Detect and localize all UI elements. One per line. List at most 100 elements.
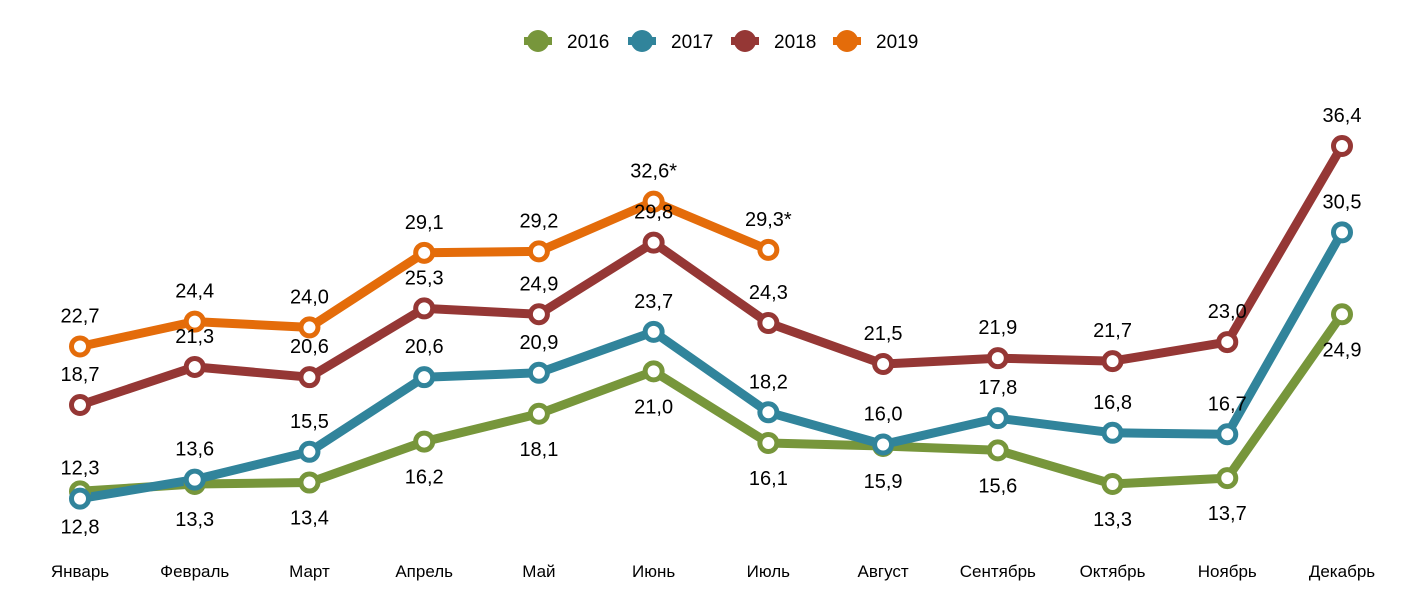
series-lines: [75, 141, 1347, 504]
data-label-2016-11: 13,7: [1208, 503, 1247, 525]
series-markers: [69, 135, 1353, 510]
x-tick-label: Январь: [51, 562, 109, 581]
data-point-2016-3[interactable]: [298, 471, 321, 494]
data-point-2018-10[interactable]: [1101, 350, 1124, 373]
legend-marker-icon: [527, 30, 549, 52]
series-line-2016: [75, 309, 1347, 496]
data-label-2016-10: 13,3: [1093, 509, 1132, 531]
data-label-2017-3: 15,5: [290, 411, 329, 433]
data-point-2018-12[interactable]: [1331, 135, 1353, 157]
data-label-2017-6: 23,7: [634, 291, 673, 313]
legend-label: 2018: [774, 32, 816, 53]
legend-item-2016[interactable]: 2016: [524, 30, 609, 53]
data-point-2016-11[interactable]: [1216, 467, 1239, 490]
data-point-2018-1[interactable]: [69, 393, 91, 416]
data-label-2018-10: 21,7: [1093, 320, 1132, 342]
data-label-2018-8: 21,5: [864, 323, 903, 345]
data-point-2016-12[interactable]: [1331, 303, 1353, 326]
data-label-2019-6: 32,6*: [630, 161, 677, 183]
data-label-2019-4: 29,1: [405, 212, 444, 234]
data-point-2016-9[interactable]: [986, 439, 1009, 462]
data-label-2016-1: 12,8: [61, 516, 100, 538]
x-tick-label: Март: [289, 562, 330, 581]
data-point-2017-3[interactable]: [298, 440, 321, 463]
data-point-2019-3[interactable]: [298, 316, 321, 339]
data-label-2017-4: 20,6: [405, 336, 444, 358]
data-point-2017-11[interactable]: [1216, 423, 1239, 446]
data-label-2018-5: 24,9: [519, 273, 558, 295]
data-label-2019-1: 22,7: [61, 305, 100, 327]
data-label-2019-7: 29,3*: [745, 209, 792, 231]
data-labels: 12,8 13,3 13,4 16,2 18,1 21,0 16,1 15,9 15,6 13,3…: [61, 105, 1362, 538]
data-point-2017-4[interactable]: [413, 366, 436, 389]
data-point-2019-1[interactable]: [69, 335, 91, 358]
data-label-2017-7: 18,2: [749, 371, 788, 393]
legend-label: 2019: [876, 32, 918, 53]
data-point-2016-5[interactable]: [527, 402, 550, 425]
data-label-2017-11: 16,7: [1208, 393, 1247, 415]
data-point-2018-9[interactable]: [986, 347, 1009, 370]
data-label-2018-4: 25,3: [405, 267, 444, 289]
data-point-2019-6[interactable]: [642, 190, 665, 213]
legend-marker-icon: [836, 30, 858, 52]
data-point-2017-5[interactable]: [527, 361, 550, 384]
legend-marker-icon: [734, 30, 756, 52]
x-tick-label: Сентябрь: [960, 562, 1036, 581]
data-label-2016-12: 24,9: [1323, 339, 1362, 361]
x-tick-label: Июнь: [632, 562, 675, 581]
data-label-2016-8: 15,9: [864, 471, 903, 493]
data-point-2018-2[interactable]: [183, 355, 206, 378]
data-point-2018-4[interactable]: [413, 297, 436, 320]
data-label-2017-9: 17,8: [978, 377, 1017, 399]
data-label-2018-3: 20,6: [290, 336, 329, 358]
x-tick-label: Апрель: [395, 562, 453, 581]
data-label-2016-4: 16,2: [405, 467, 444, 489]
x-tick-label: Июль: [747, 562, 791, 581]
data-label-2018-7: 24,3: [749, 282, 788, 304]
data-point-2016-10[interactable]: [1101, 473, 1124, 495]
data-point-2018-6[interactable]: [642, 231, 665, 254]
data-label-2017-10: 16,8: [1093, 392, 1132, 414]
series-line-2017: [75, 227, 1347, 504]
data-label-2017-8: 16,0: [864, 403, 903, 425]
data-point-2017-7[interactable]: [757, 401, 780, 424]
series-line-2018: [75, 141, 1347, 410]
data-point-2016-6[interactable]: [642, 360, 665, 383]
data-point-2017-8[interactable]: [872, 433, 895, 456]
legend: 2016 2017 2018 2019: [524, 30, 918, 53]
legend-item-2019[interactable]: 2019: [833, 30, 918, 53]
data-point-2019-7[interactable]: [757, 238, 780, 261]
data-point-2017-12[interactable]: [1331, 221, 1353, 244]
x-tick-label: Ноябрь: [1198, 562, 1257, 581]
data-point-2019-2[interactable]: [183, 310, 206, 333]
data-point-2018-5[interactable]: [527, 303, 550, 326]
legend-item-2017[interactable]: 2017: [628, 30, 713, 53]
data-point-2017-1[interactable]: [69, 487, 91, 510]
data-label-2018-11: 23,0: [1208, 301, 1247, 323]
x-axis-tick-labels: Январь Февраль Март Апрель Май Июнь Июль Август…: [51, 562, 1375, 581]
data-point-2017-10[interactable]: [1101, 421, 1124, 444]
data-point-2018-7[interactable]: [757, 312, 780, 335]
data-point-2018-3[interactable]: [298, 366, 321, 389]
data-point-2017-6[interactable]: [642, 320, 665, 343]
data-label-2016-6: 21,0: [634, 396, 673, 418]
x-tick-label: Февраль: [160, 562, 229, 581]
legend-label: 2017: [671, 32, 713, 53]
data-point-2018-8[interactable]: [872, 353, 895, 376]
legend-item-2018[interactable]: 2018: [731, 30, 816, 53]
data-label-2016-2: 13,3: [175, 509, 214, 531]
data-point-2017-9[interactable]: [986, 407, 1009, 430]
data-point-2016-4[interactable]: [413, 430, 436, 453]
data-point-2019-4[interactable]: [413, 241, 436, 264]
data-label-2017-2: 13,6: [175, 439, 214, 461]
data-label-2018-2: 21,3: [175, 326, 214, 348]
data-point-2018-11[interactable]: [1216, 331, 1239, 354]
x-tick-label: Октябрь: [1080, 562, 1146, 581]
data-label-2018-12: 36,4: [1323, 105, 1362, 127]
data-label-2019-2: 24,4: [175, 281, 214, 303]
data-point-2016-7[interactable]: [757, 432, 780, 455]
data-point-2017-2[interactable]: [183, 468, 206, 491]
data-point-2019-5[interactable]: [527, 240, 550, 263]
